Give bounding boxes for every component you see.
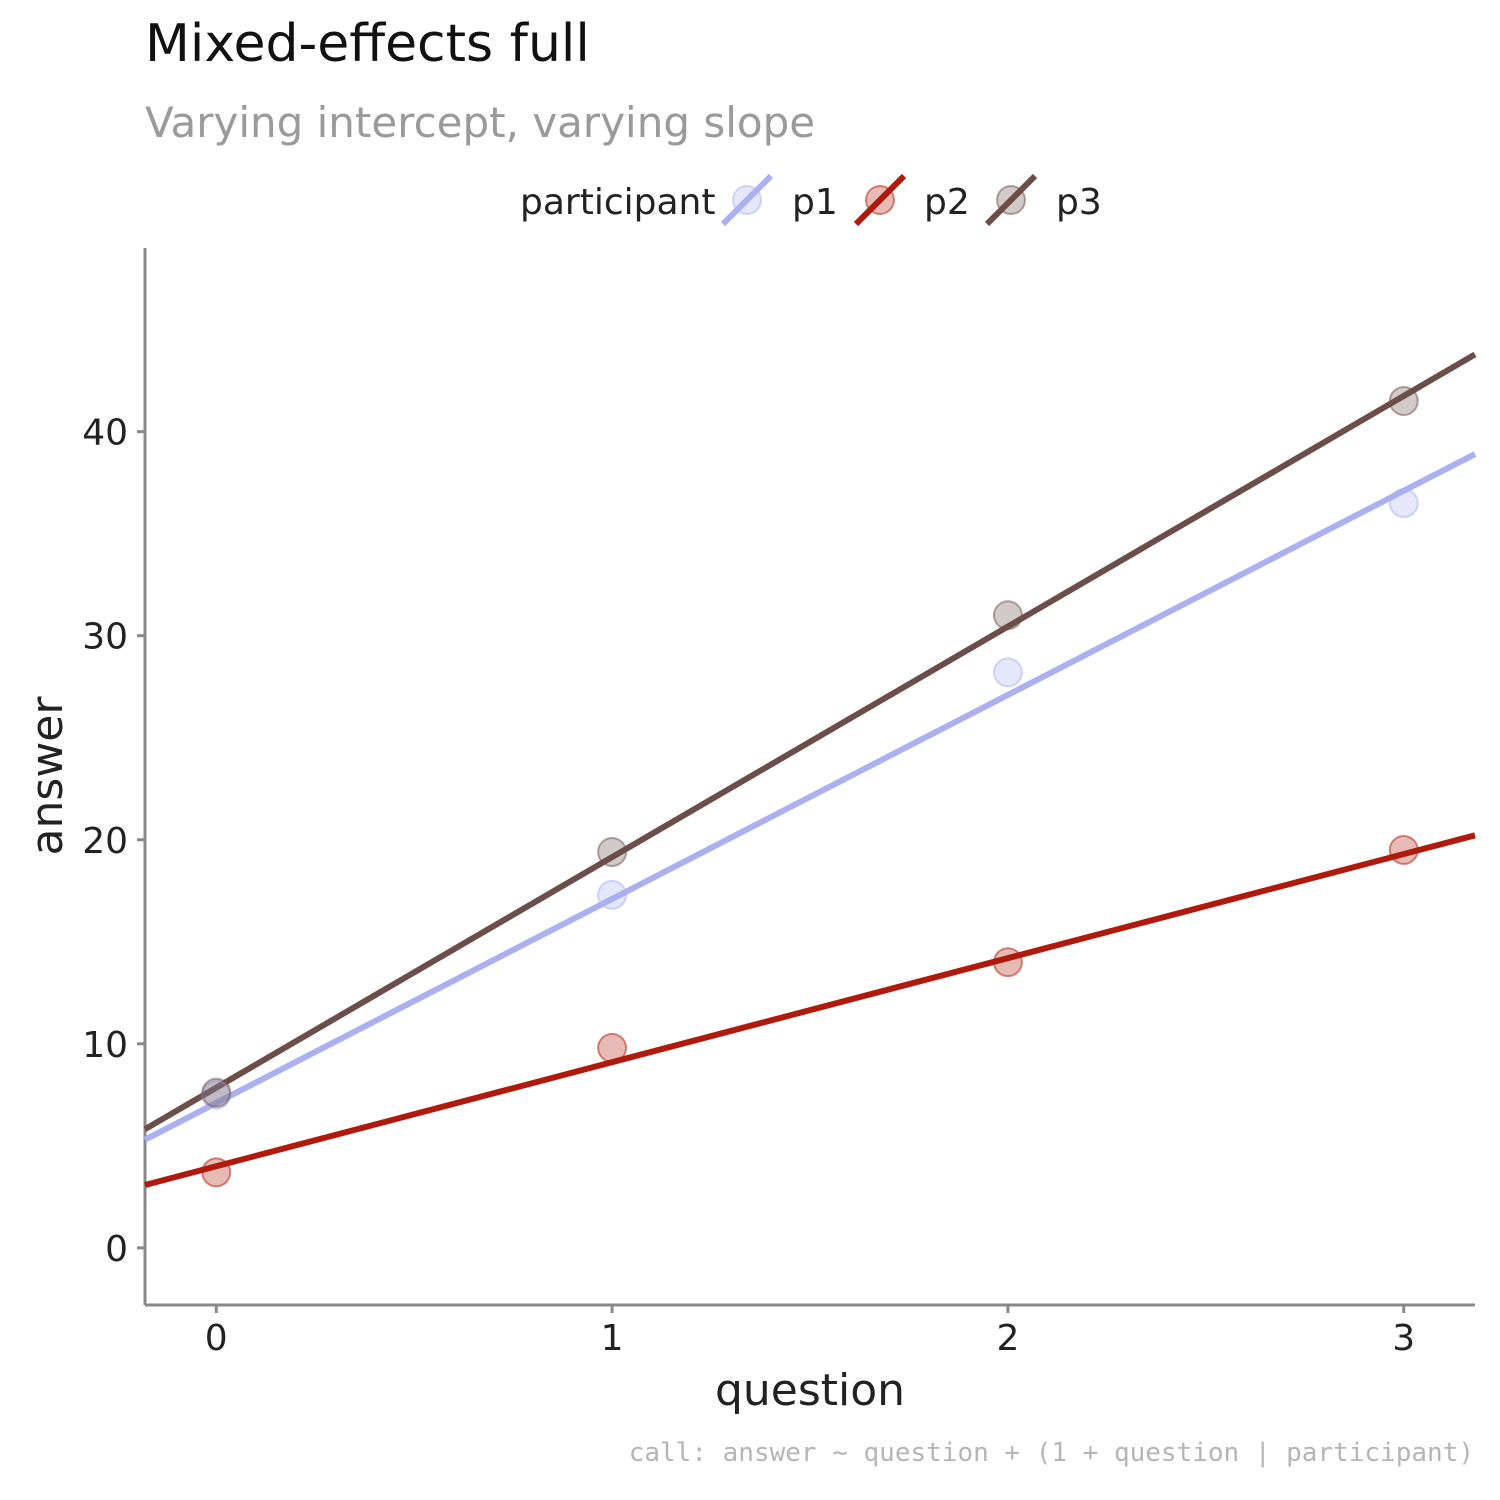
- y-tick-label: 40: [82, 413, 128, 454]
- point-p2: [201, 1157, 232, 1188]
- y-tick-label: 20: [82, 821, 128, 862]
- y-tick-label: 30: [82, 617, 128, 658]
- x-axis-label: question: [715, 1365, 905, 1416]
- point-p2: [992, 947, 1023, 978]
- y-ticks: 0 10 20 30 40: [82, 413, 145, 1270]
- legend-key-line-p3: [984, 173, 1038, 227]
- point-p3: [597, 837, 628, 867]
- chart-caption: call: answer ~ question + (1 + question …: [628, 1438, 1474, 1468]
- point-p2: [597, 1032, 628, 1063]
- fit-line-p1: [143, 451, 1477, 1143]
- fit-line-p2: [144, 832, 1476, 1188]
- x-tick-label: 2: [996, 1318, 1019, 1359]
- x-ticks: 0 1 2 3: [205, 1305, 1415, 1359]
- x-tick-label: 3: [1392, 1318, 1415, 1359]
- chart-title: Mixed-effects full: [145, 14, 590, 74]
- point-p1: [992, 657, 1023, 688]
- y-tick-label: 10: [82, 1025, 128, 1066]
- point-p1: [1388, 488, 1419, 519]
- point-p1: [597, 879, 628, 910]
- legend-title: participant: [520, 182, 715, 223]
- legend-key-line-p1: [720, 173, 774, 227]
- x-tick-label: 1: [601, 1318, 624, 1359]
- point-p3: [1388, 386, 1419, 417]
- x-tick-label: 0: [205, 1318, 228, 1359]
- y-tick-label: 0: [105, 1229, 128, 1270]
- chart-subtitle: Varying intercept, varying slope: [145, 98, 816, 147]
- legend-label-p3: p3: [1056, 182, 1102, 223]
- legend-label-p2: p2: [924, 182, 970, 223]
- data-points: [201, 386, 1419, 1188]
- point-p3: [992, 600, 1023, 631]
- point-p3: [201, 1077, 232, 1108]
- legend: participant p1 p2 p3: [520, 173, 1102, 227]
- y-axis-label: answer: [22, 696, 73, 856]
- plot-area: 0 10 20 30 40 0 1 2 3: [82, 248, 1477, 1359]
- point-p2: [1388, 834, 1419, 865]
- legend-key-line-p2: [853, 173, 907, 227]
- fit-line-p3: [143, 351, 1477, 1132]
- fit-lines: [143, 351, 1477, 1188]
- legend-label-p1: p1: [792, 182, 838, 223]
